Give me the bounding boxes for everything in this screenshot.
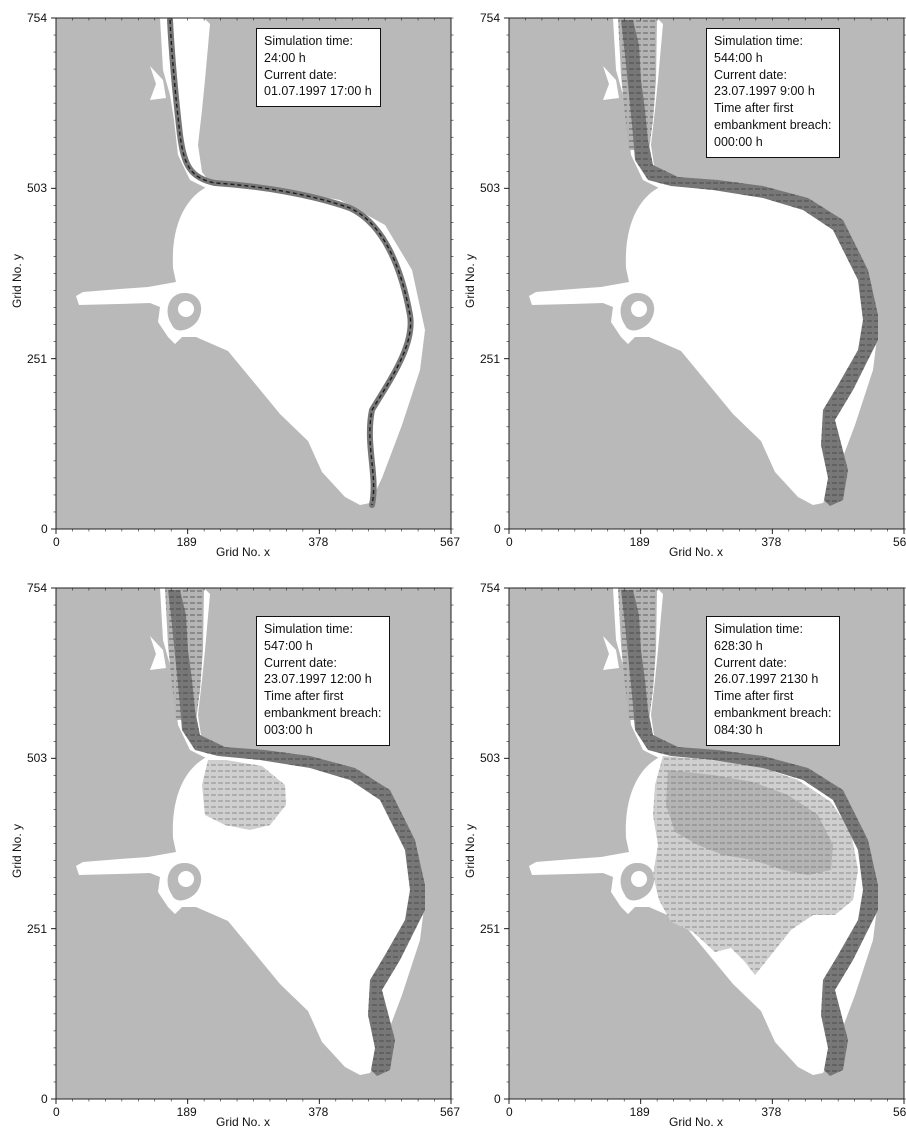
y-tick-label: 0 — [41, 1092, 48, 1106]
x-tick-label: 189 — [629, 1105, 650, 1119]
x-tick-label: 189 — [176, 535, 197, 549]
side-channel — [150, 636, 166, 670]
info-line: 24:00 h — [264, 50, 306, 65]
info-line: Current date: — [714, 67, 787, 82]
y-tick-label: 251 — [27, 351, 48, 366]
x-tick-label: 567 — [893, 535, 906, 549]
info-line: Simulation time: — [264, 622, 353, 636]
x-tick-label: 378 — [761, 535, 782, 549]
info-line: Time after first — [264, 689, 344, 704]
map-canvas — [51, 17, 454, 534]
info-line: Simulation time: — [264, 34, 353, 48]
y-tick-label: 251 — [480, 921, 501, 936]
x-tick-label: 378 — [308, 535, 329, 549]
y-tick-label: 754 — [27, 11, 48, 25]
y-tick-label: 754 — [480, 11, 501, 25]
y-axis-label: Grid No. y — [10, 253, 24, 308]
x-tick-label: 0 — [506, 1105, 513, 1119]
x-tick-label: 567 — [440, 535, 461, 549]
y-tick-label: 754 — [27, 581, 48, 595]
info-line: embankment breach: — [264, 705, 382, 720]
y-axis-label: Grid No. y — [463, 253, 477, 308]
info-line: Current date: — [264, 67, 337, 82]
x-tick-label: 189 — [176, 1105, 197, 1119]
info-line: Simulation time: — [714, 34, 803, 48]
flood-flow-vectors — [653, 756, 858, 975]
x-tick-label: 378 — [308, 1105, 329, 1119]
y-tick-label: 0 — [494, 522, 501, 536]
y-tick-label: 251 — [480, 351, 501, 366]
simulation-info-box: Simulation time: 544:00 h Current date: 23.… — [706, 28, 841, 158]
y-tick-label: 503 — [27, 181, 48, 196]
info-line: Current date: — [714, 655, 787, 670]
info-line: Current date: — [264, 655, 337, 670]
x-tick-label: 0 — [506, 535, 513, 549]
simulation-info-box: Simulation time: 547:00 h Current date: 23.… — [256, 616, 391, 746]
x-tick-label: 189 — [629, 535, 650, 549]
map-panel-1: 0 189 378 567 0 251 503 754 Grid No. x Grid No. y… — [0, 0, 460, 570]
simulation-info-box: Simulation time: 628:30 h Current date: 26.… — [706, 616, 841, 746]
simulation-info-box: Simulation time: 24:00 h Current date: 01.0… — [256, 28, 381, 108]
x-axis-label: Grid No. x — [216, 1115, 271, 1129]
y-axis-label: Grid No. y — [463, 823, 477, 878]
info-line: Time after first — [714, 689, 794, 704]
x-axis-label: Grid No. x — [216, 545, 271, 559]
info-line: 084:30 h — [714, 722, 763, 737]
info-line: 23.07.1997 12:00 h — [264, 672, 372, 687]
x-tick-label: 567 — [893, 1105, 906, 1119]
info-line: 23.07.1997 9:00 h — [714, 84, 815, 99]
map-panel-3: 0 189 378 567 0 251 503 754 Grid No. x Grid No. y… — [0, 570, 460, 1140]
x-axis-label: Grid No. x — [669, 1115, 724, 1129]
side-channel — [603, 66, 619, 100]
polder-area — [76, 182, 425, 505]
y-tick-label: 503 — [480, 181, 501, 196]
info-line: 544:00 h — [714, 50, 763, 65]
side-channel — [603, 636, 619, 670]
y-axis-label: Grid No. y — [10, 823, 24, 878]
x-tick-label: 0 — [53, 1105, 60, 1119]
map-panel-4: 0 189 378 567 0 251 503 754 Grid No. x Grid No. y… — [453, 570, 906, 1140]
x-tick-label: 0 — [53, 535, 60, 549]
x-axis-label: Grid No. x — [669, 545, 724, 559]
polder-area — [529, 182, 878, 505]
y-tick-label: 503 — [480, 751, 501, 766]
y-tick-label: 503 — [27, 751, 48, 766]
y-tick-label: 0 — [494, 1092, 501, 1106]
info-line: 628:30 h — [714, 638, 763, 653]
info-line: Simulation time: — [714, 622, 803, 636]
y-tick-label: 0 — [41, 522, 48, 536]
side-channel — [150, 66, 166, 100]
info-line: embankment breach: — [714, 705, 832, 720]
info-line: 26.07.1997 2130 h — [714, 672, 819, 687]
info-line: embankment breach: — [714, 117, 832, 132]
y-tick-label: 251 — [27, 921, 48, 936]
flow-vectors — [169, 19, 412, 506]
info-line: 000:00 h — [714, 134, 763, 149]
polder-area — [76, 752, 425, 1075]
info-line: 01.07.1997 17:00 h — [264, 84, 372, 99]
info-line: 547:00 h — [264, 638, 313, 653]
info-line: 003:00 h — [264, 722, 313, 737]
map-panel-2: 0 189 378 567 0 251 503 754 Grid No. x Grid No. y… — [453, 0, 906, 570]
y-tick-label: 754 — [480, 581, 501, 595]
x-tick-label: 567 — [440, 1105, 461, 1119]
flood-flow-vectors — [202, 760, 286, 830]
info-line: Time after first — [714, 101, 794, 116]
x-tick-label: 378 — [761, 1105, 782, 1119]
